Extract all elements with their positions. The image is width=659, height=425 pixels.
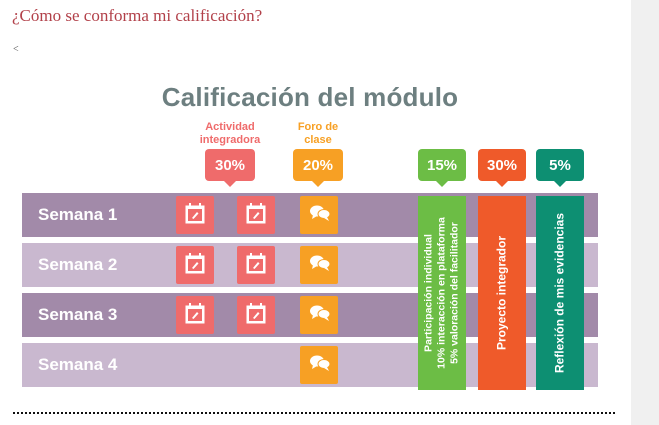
participacion-text-line3: 5% valoración del facilitador xyxy=(448,222,461,364)
actividad-percent-badge: 30% xyxy=(205,149,255,187)
reflexion-percent-badge: 5% xyxy=(536,149,584,187)
reflexion-bar-text: Reflexión de mis evidencias xyxy=(552,212,567,374)
chat-bubbles-icon xyxy=(300,196,338,234)
participacion-text-line1: Participación individual xyxy=(422,234,435,352)
grading-infographic: Calificación del módulo Actividad integr… xyxy=(22,82,598,390)
participacion-bar: Participación individual 10% interacción… xyxy=(418,196,466,390)
participacion-percent: 15% xyxy=(426,156,458,174)
proyecto-percent: 30% xyxy=(486,156,518,174)
back-link[interactable]: < xyxy=(13,44,19,55)
participacion-text-line2: 10% interacción en plataforma xyxy=(435,217,448,369)
calendar-pencil-icon xyxy=(237,246,275,284)
calendar-pencil-icon xyxy=(237,296,275,334)
week-label: Semana 1 xyxy=(38,205,118,224)
page-heading: ¿Cómo se conforma mi calificación? xyxy=(12,6,263,25)
dotted-divider xyxy=(13,412,615,414)
actividad-label-line1: Actividad xyxy=(205,121,255,133)
foro-label-line1: Foro de xyxy=(297,121,339,133)
reflexion-percent: 5% xyxy=(549,156,571,174)
foro-percent-badge: 20% xyxy=(293,149,343,187)
week-label: Semana 2 xyxy=(38,255,118,274)
proyecto-bar: Proyecto integrador xyxy=(478,196,526,390)
proyecto-bar-text: Proyecto integrador xyxy=(494,235,509,351)
calendar-pencil-icon xyxy=(176,196,214,234)
calendar-pencil-icon xyxy=(237,196,275,234)
right-scroll-gutter xyxy=(631,0,659,425)
week-label: Semana 3 xyxy=(38,305,118,324)
foro-percent: 20% xyxy=(302,156,334,174)
infographic-title: Calificación del módulo xyxy=(161,82,459,112)
actividad-percent: 30% xyxy=(214,156,246,174)
reflexion-bar: Reflexión de mis evidencias xyxy=(536,196,584,390)
chat-bubbles-icon xyxy=(300,296,338,334)
chat-bubbles-icon xyxy=(300,246,338,284)
foro-label-line2: clase xyxy=(304,134,332,146)
week-label: Semana 4 xyxy=(38,355,118,374)
chat-bubbles-icon xyxy=(300,346,338,384)
participacion-percent-badge: 15% xyxy=(418,149,466,187)
actividad-label-line2: integradora xyxy=(199,134,261,146)
foro-column-label: Foro de clase xyxy=(286,121,350,147)
calendar-pencil-icon xyxy=(176,246,214,284)
actividad-column-label: Actividad integradora xyxy=(188,121,272,147)
participacion-bar-text: Participación individual 10% interacción… xyxy=(423,217,462,369)
calendar-pencil-icon xyxy=(176,296,214,334)
proyecto-percent-badge: 30% xyxy=(478,149,526,187)
